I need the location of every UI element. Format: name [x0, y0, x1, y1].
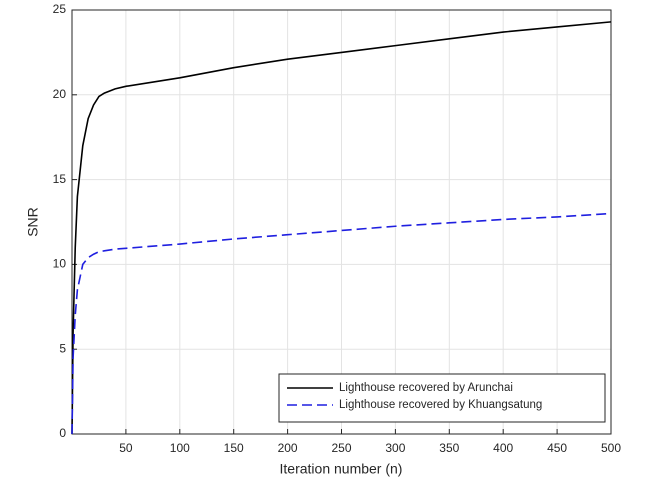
y-tick-label: 15	[53, 172, 67, 186]
series-line	[71, 212, 612, 435]
y-tick-label: 5	[59, 341, 66, 355]
x-tick-label: 350	[439, 441, 459, 455]
x-tick-label: 100	[170, 441, 190, 455]
x-tick-label: 150	[224, 441, 244, 455]
x-axis-label: Iteration number (n)	[280, 461, 403, 477]
y-tick-label: 25	[53, 2, 67, 16]
plot-frame	[71, 9, 612, 435]
y-tick-label: 10	[53, 257, 67, 271]
x-tick-label: 250	[331, 441, 351, 455]
x-tick-label: 500	[601, 441, 621, 455]
series-line	[71, 21, 612, 435]
y-axis-label: SNR	[25, 207, 41, 237]
x-tick-label: 200	[278, 441, 298, 455]
y-tick-label: 0	[59, 426, 66, 440]
x-tick-label: 300	[385, 441, 405, 455]
legend-box	[278, 373, 606, 423]
x-tick-label: 450	[547, 441, 567, 455]
legend-label: Lighthouse recovered by Arunchai	[339, 382, 513, 394]
legend-label: Lighthouse recovered by Khuangsatung	[339, 399, 542, 411]
x-tick-label: 400	[493, 441, 513, 455]
x-tick-label: 50	[119, 441, 133, 455]
y-tick-label: 20	[53, 87, 67, 101]
